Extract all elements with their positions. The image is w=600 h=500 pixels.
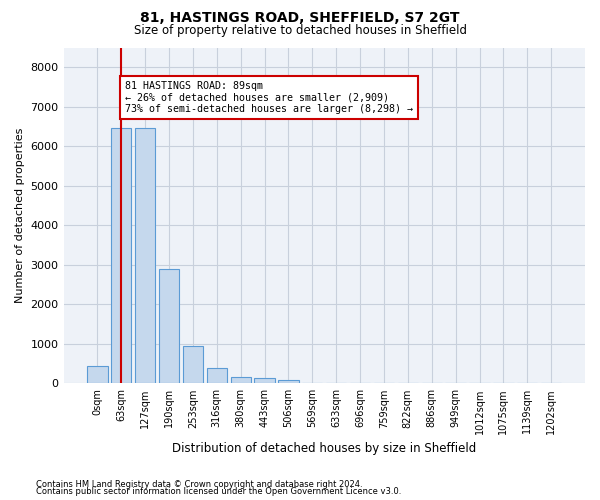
Bar [87, 366, 107, 384]
Bar [230, 377, 251, 384]
Bar [135, 128, 155, 384]
Bar [206, 368, 227, 384]
Text: Size of property relative to detached houses in Sheffield: Size of property relative to detached ho… [133, 24, 467, 37]
X-axis label: Distribution of detached houses by size in Sheffield: Distribution of detached houses by size … [172, 442, 476, 455]
Bar [278, 380, 299, 384]
Bar [159, 268, 179, 384]
Text: Contains public sector information licensed under the Open Government Licence v3: Contains public sector information licen… [36, 487, 401, 496]
Text: 81 HASTINGS ROAD: 89sqm
← 26% of detached houses are smaller (2,909)
73% of semi: 81 HASTINGS ROAD: 89sqm ← 26% of detache… [125, 81, 413, 114]
Text: Contains HM Land Registry data © Crown copyright and database right 2024.: Contains HM Land Registry data © Crown c… [36, 480, 362, 489]
Y-axis label: Number of detached properties: Number of detached properties [15, 128, 25, 303]
Text: 81, HASTINGS ROAD, SHEFFIELD, S7 2GT: 81, HASTINGS ROAD, SHEFFIELD, S7 2GT [140, 12, 460, 26]
Bar [111, 128, 131, 384]
Bar [254, 378, 275, 384]
Bar [183, 346, 203, 384]
